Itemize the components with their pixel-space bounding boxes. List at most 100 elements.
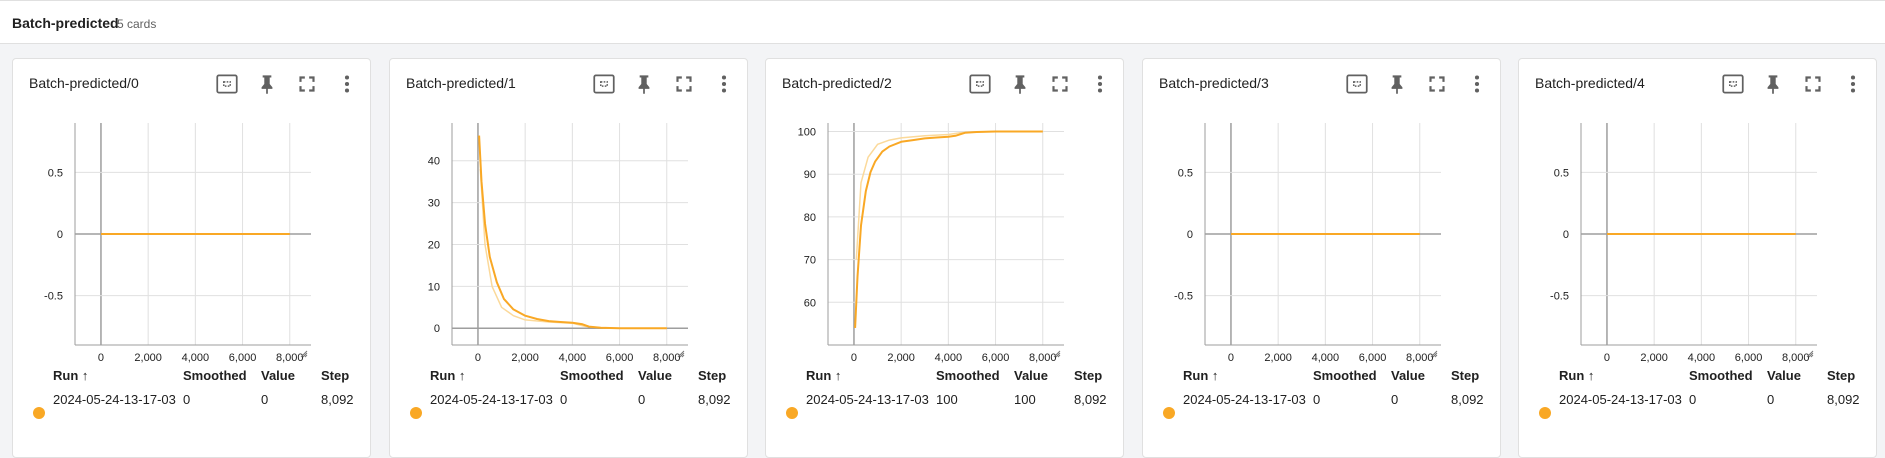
y-tick-label: 20: [428, 239, 440, 251]
run-column-header[interactable]: Run ↑: [430, 368, 466, 383]
resize-handle-icon[interactable]: [1053, 350, 1061, 358]
value-cell: 0: [1391, 392, 1399, 407]
fullscreen-button[interactable]: [1047, 71, 1073, 97]
fit-domain-icon: [591, 71, 617, 97]
more-options-button[interactable]: [1840, 71, 1866, 97]
y-tick-label: 70: [804, 255, 816, 267]
line-chart[interactable]: 0 2,000 4,000 6,000 8,000 0.5 0 -0.5: [13, 103, 372, 365]
fullscreen-icon: [1424, 71, 1450, 97]
value-cell: 0: [638, 392, 646, 407]
fit-domain-button[interactable]: [591, 71, 617, 97]
y-tick-label: 90: [804, 169, 816, 181]
scalar-card: Batch-predicted/2 0 2,000 4,000 6,000 8,000 10…: [765, 58, 1124, 458]
more-options-button[interactable]: [334, 71, 360, 97]
x-tick-label: 0: [851, 352, 857, 364]
pin-icon: [254, 71, 280, 97]
more-options-button[interactable]: [1464, 71, 1490, 97]
value-column-header: Value: [1014, 368, 1048, 383]
pin-button[interactable]: [254, 71, 280, 97]
y-tick-label: 0.5: [48, 167, 63, 179]
line-chart[interactable]: 0 2,000 4,000 6,000 8,000 0.5 0 -0.5: [1519, 103, 1878, 365]
step-column-header: Step: [321, 368, 350, 383]
fit-domain-button[interactable]: [967, 71, 993, 97]
x-tick-label: 4,000: [1312, 352, 1340, 364]
fit-domain-button[interactable]: [214, 71, 240, 97]
x-tick-label: 2,000: [511, 352, 539, 364]
pin-icon: [1760, 71, 1786, 97]
card-title: Batch-predicted/3: [1159, 75, 1269, 91]
run-color-dot: [786, 407, 798, 419]
run-column-header[interactable]: Run ↑: [1559, 368, 1595, 383]
value-cell: 0: [1767, 392, 1775, 407]
x-tick-label: 4,000: [935, 352, 963, 364]
y-tick-label: 40: [428, 156, 440, 168]
resize-handle-icon[interactable]: [1430, 350, 1438, 358]
smoothed-series-line: [478, 135, 667, 330]
pin-button[interactable]: [1760, 71, 1786, 97]
card-title: Batch-predicted/1: [406, 75, 516, 91]
fit-domain-button[interactable]: [1344, 71, 1370, 97]
line-chart[interactable]: 0 2,000 4,000 6,000 8,000 100 90 80 70 60: [766, 103, 1125, 365]
x-tick-label: 2,000: [1640, 352, 1668, 364]
x-tick-label: 2,000: [887, 352, 915, 364]
line-chart[interactable]: 0 2,000 4,000 6,000 8,000 40 30 20 10 0: [390, 103, 749, 365]
pin-button[interactable]: [1384, 71, 1410, 97]
scalar-card: Batch-predicted/4 0 2,000 4,000 6,000 8,000 0.…: [1518, 58, 1877, 458]
card-title: Batch-predicted/0: [29, 75, 139, 91]
x-tick-label: 6,000: [229, 352, 257, 364]
y-tick-label: 60: [804, 297, 816, 309]
smoothed-column-header: Smoothed: [1313, 368, 1377, 383]
x-tick-label: 0: [1604, 352, 1610, 364]
y-tick-label: -0.5: [1550, 291, 1569, 303]
smoothed-column-header: Smoothed: [183, 368, 247, 383]
fullscreen-button[interactable]: [671, 71, 697, 97]
card-toolbar: [967, 71, 1115, 97]
resize-handle-icon[interactable]: [677, 350, 685, 358]
smoothed-cell: 0: [560, 392, 568, 407]
x-tick-label: 4,000: [182, 352, 210, 364]
fullscreen-icon: [1047, 71, 1073, 97]
x-tick-label: 6,000: [606, 352, 634, 364]
fit-domain-button[interactable]: [1720, 71, 1746, 97]
fit-domain-icon: [967, 71, 993, 97]
fullscreen-button[interactable]: [294, 71, 320, 97]
value-column-header: Value: [1391, 368, 1425, 383]
y-tick-label: 0: [1187, 229, 1193, 241]
more-options-button[interactable]: [1087, 71, 1113, 97]
x-tick-label: 0: [98, 352, 104, 364]
card-toolbar: [1344, 71, 1492, 97]
group-title: Batch-predicted: [12, 15, 119, 31]
fullscreen-button[interactable]: [1800, 71, 1826, 97]
run-color-dot: [33, 407, 45, 419]
pin-icon: [1007, 71, 1033, 97]
card-count: 5 cards: [117, 17, 157, 31]
y-tick-label: 100: [798, 127, 816, 139]
pin-button[interactable]: [1007, 71, 1033, 97]
x-tick-label: 4,000: [1688, 352, 1716, 364]
y-tick-label: 0: [57, 229, 63, 241]
pin-button[interactable]: [631, 71, 657, 97]
smoothed-cell: 100: [936, 392, 958, 407]
run-column-header[interactable]: Run ↑: [806, 368, 842, 383]
step-cell: 8,092: [698, 392, 731, 407]
run-color-dot: [1539, 407, 1551, 419]
pin-icon: [1384, 71, 1410, 97]
x-tick-label: 6,000: [982, 352, 1010, 364]
scalar-card: Batch-predicted/3 0 2,000 4,000 6,000 8,000 0.…: [1142, 58, 1501, 458]
step-cell: 8,092: [321, 392, 354, 407]
resize-handle-icon[interactable]: [1806, 350, 1814, 358]
more-options-button[interactable]: [711, 71, 737, 97]
y-tick-label: 80: [804, 212, 816, 224]
value-cell: 100: [1014, 392, 1036, 407]
run-column-header[interactable]: Run ↑: [1183, 368, 1219, 383]
run-name-cell: 2024-05-24-13-17-03: [430, 392, 553, 407]
step-column-header: Step: [1451, 368, 1480, 383]
fullscreen-button[interactable]: [1424, 71, 1450, 97]
line-chart[interactable]: 0 2,000 4,000 6,000 8,000 0.5 0 -0.5: [1143, 103, 1502, 365]
smoothed-cell: 0: [1313, 392, 1321, 407]
smoothed-column-header: Smoothed: [1689, 368, 1753, 383]
more-vert-icon: [1087, 71, 1113, 97]
y-tick-label: -0.5: [44, 291, 63, 303]
resize-handle-icon[interactable]: [300, 350, 308, 358]
run-column-header[interactable]: Run ↑: [53, 368, 89, 383]
